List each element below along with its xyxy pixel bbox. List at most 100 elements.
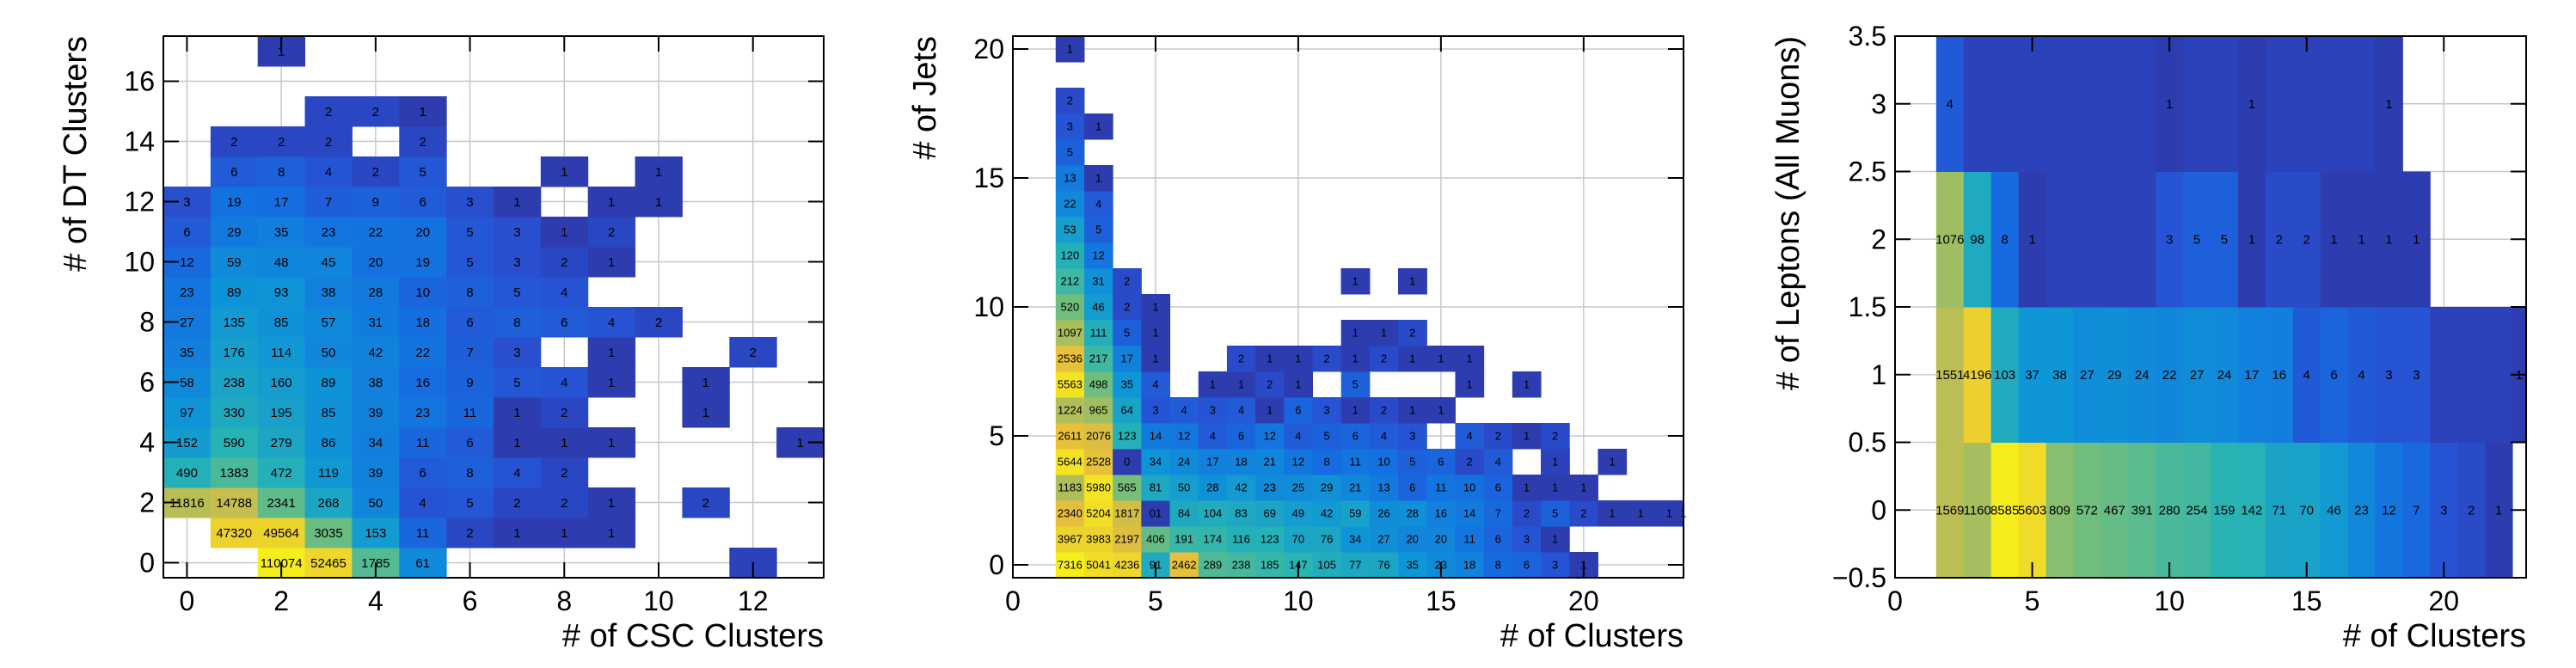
cell-value-label: 3: [466, 195, 473, 210]
heatmap-cell: [210, 337, 259, 368]
heatmap-cell: [2292, 171, 2321, 308]
heatmap-cell: [352, 457, 400, 488]
cell-value-label: 472: [271, 466, 292, 481]
y-tick-label: 10: [124, 247, 155, 278]
heatmap-cell: [2183, 171, 2211, 308]
heatmap-cell: [210, 397, 259, 428]
heatmap-cell: [587, 427, 636, 458]
cell-value-label: 3: [183, 195, 190, 210]
cell-value-label: 52465: [310, 556, 347, 571]
heatmap-cell: [1284, 475, 1314, 501]
cell-value-label: 23: [2354, 504, 2369, 518]
cell-value-label: 6: [561, 316, 567, 330]
heatmap-cell: [1455, 500, 1485, 527]
heatmap-cell: [1426, 397, 1456, 424]
heatmap-cell: [1083, 294, 1113, 321]
heatmap-cell: [1226, 475, 1256, 501]
heatmap-cell: [1083, 371, 1113, 398]
heatmap-cell: [257, 367, 306, 398]
heatmap-cell: [494, 217, 542, 248]
heatmap-cell: [2347, 442, 2376, 579]
cell-value-label: 4: [1495, 456, 1501, 469]
cell-value-label: 47320: [216, 526, 252, 541]
x-tick-label: 0: [180, 585, 195, 616]
cell-value-label: 1817: [1114, 507, 1139, 520]
x-tick-label: 10: [643, 585, 674, 616]
cell-value-label: 71: [2272, 504, 2286, 518]
heatmap-cell: [1990, 307, 2020, 443]
cell-value-label: 6: [1524, 559, 1530, 572]
cell-value-label: 2536: [1058, 352, 1083, 365]
heatmap-cell: [540, 487, 589, 518]
heatmap-cell: [210, 427, 259, 458]
cell-value-label: 35: [1406, 559, 1418, 572]
x-axis-label: # of CSC Clusters: [562, 618, 824, 654]
x-tick-label: 15: [1426, 585, 1457, 616]
cell-value-label: 17: [2245, 368, 2260, 383]
heatmap-cell: [2347, 36, 2376, 172]
heatmap-cell: [2402, 171, 2431, 308]
heatmap-cell: [1483, 423, 1513, 450]
heatmap-cell: [2183, 307, 2211, 443]
cell-value-label: 5: [1552, 507, 1558, 520]
heatmap-cell: [2402, 442, 2431, 579]
cell-value-label: 1: [608, 376, 615, 390]
heatmap-cell: [1426, 526, 1456, 553]
y-tick-label: 0: [139, 548, 155, 579]
cell-value-label: 1: [1067, 43, 1073, 56]
cell-value-label: 4: [1947, 97, 1953, 112]
cell-value-label: 2: [2468, 504, 2475, 518]
cell-value-label: 6: [420, 466, 426, 481]
heatmap-cell: [2045, 36, 2074, 172]
cell-value-label: 185: [1260, 559, 1279, 572]
y-tick-label: 2.5: [1849, 156, 1886, 187]
heatmap-cell: [399, 427, 447, 458]
cell-value-label: 2462: [1172, 559, 1197, 572]
cell-value-label: 28: [1406, 507, 1418, 520]
heatmap-cell: [2101, 171, 2129, 308]
cell-value-label: 11816: [169, 496, 205, 511]
cell-value-label: 406: [1146, 533, 1165, 546]
y-tick-label: 10: [973, 291, 1004, 322]
cell-value-label: 17: [274, 195, 289, 210]
y-tick-label: 12: [124, 187, 155, 218]
cell-value-label: 11: [1350, 456, 1362, 469]
heatmap-cell: [2292, 442, 2321, 579]
heatmap-cell: [2156, 36, 2184, 172]
heatmap-cell: [446, 187, 494, 218]
cell-value-label: 6: [1409, 481, 1415, 494]
cell-value-label: 1: [1238, 378, 1244, 391]
heatmap-cell: [399, 187, 447, 218]
cell-value-label: 1: [702, 376, 709, 390]
cell-value-label: 13: [1377, 481, 1389, 494]
heatmap-cell: [1083, 346, 1113, 372]
cell-value-label: 20: [1406, 533, 1418, 546]
cell-value-label: 1: [1666, 507, 1672, 520]
heatmap-cell: [1226, 346, 1256, 372]
cell-value-label: 2: [561, 496, 567, 511]
cell-value-label: 1: [513, 406, 520, 420]
cell-value-label: 70: [2299, 504, 2314, 518]
cell-value-label: 2: [1524, 507, 1530, 520]
x-tick-label: 20: [1568, 585, 1599, 616]
heatmap-cell: [210, 457, 259, 488]
heatmap-cell: [1512, 526, 1542, 553]
heatmap-cell: [399, 397, 447, 428]
heatmap-cell: [2018, 36, 2047, 172]
cell-value-label: 254: [2187, 504, 2208, 518]
heatmap-cell: [352, 96, 400, 127]
heatmap-cell: [2265, 36, 2294, 172]
cell-value-label: 19: [415, 255, 430, 270]
cell-value-label: 97: [180, 406, 194, 420]
heatmap-cell: [2457, 307, 2486, 443]
cell-value-label: 6: [420, 195, 426, 210]
heatmap-cell: [163, 277, 212, 308]
heatmap-cell: [1141, 397, 1171, 424]
cell-value-label: 45: [322, 255, 336, 270]
heatmap-cell: [635, 307, 683, 338]
heatmap-cell: [1055, 165, 1085, 192]
heatmap-cell: [399, 247, 447, 278]
heatmap-cell: [399, 518, 447, 548]
